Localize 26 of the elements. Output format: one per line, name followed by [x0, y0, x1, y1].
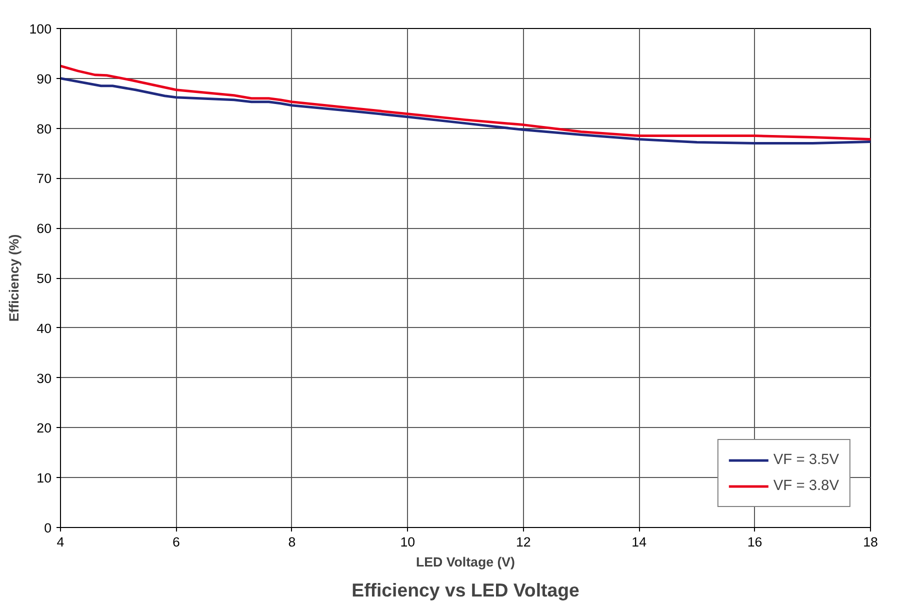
y-tick-label: 40: [36, 320, 52, 336]
x-tick-label: 6: [172, 534, 180, 550]
y-tick-label: 0: [44, 520, 52, 536]
text: Efficiency vs LED Voltage: [352, 580, 580, 600]
x-tick-label: 16: [747, 534, 762, 550]
legend-label: VF = 3.5V: [773, 452, 839, 468]
x-tick-label: 12: [516, 534, 531, 550]
y-tick-label: 30: [36, 370, 52, 386]
y-tick-label: 10: [36, 470, 52, 486]
legend-label: VF = 3.8V: [773, 478, 839, 494]
y-tick-label: 20: [36, 420, 52, 436]
y-tick-label: 100: [29, 22, 52, 36]
x-tick-label: 4: [56, 534, 65, 550]
y-tick-label: 90: [36, 71, 52, 86]
y-tick-label: 60: [36, 221, 52, 236]
y-tick-label: 80: [36, 121, 52, 136]
x-tick-label: 18: [863, 534, 878, 550]
line-series: [60, 64, 870, 141]
x-axis-title: LED Voltage (V): [416, 554, 515, 570]
y-tick-label: 50: [36, 271, 52, 286]
y-tick-label: 70: [36, 171, 52, 186]
x-tick-label: 8: [288, 534, 296, 550]
line-series: [60, 77, 870, 145]
x-tick-label: 10: [400, 534, 416, 550]
x-tick-label: 14: [632, 534, 648, 550]
y-axis-title: Efficiency (%): [6, 234, 22, 322]
